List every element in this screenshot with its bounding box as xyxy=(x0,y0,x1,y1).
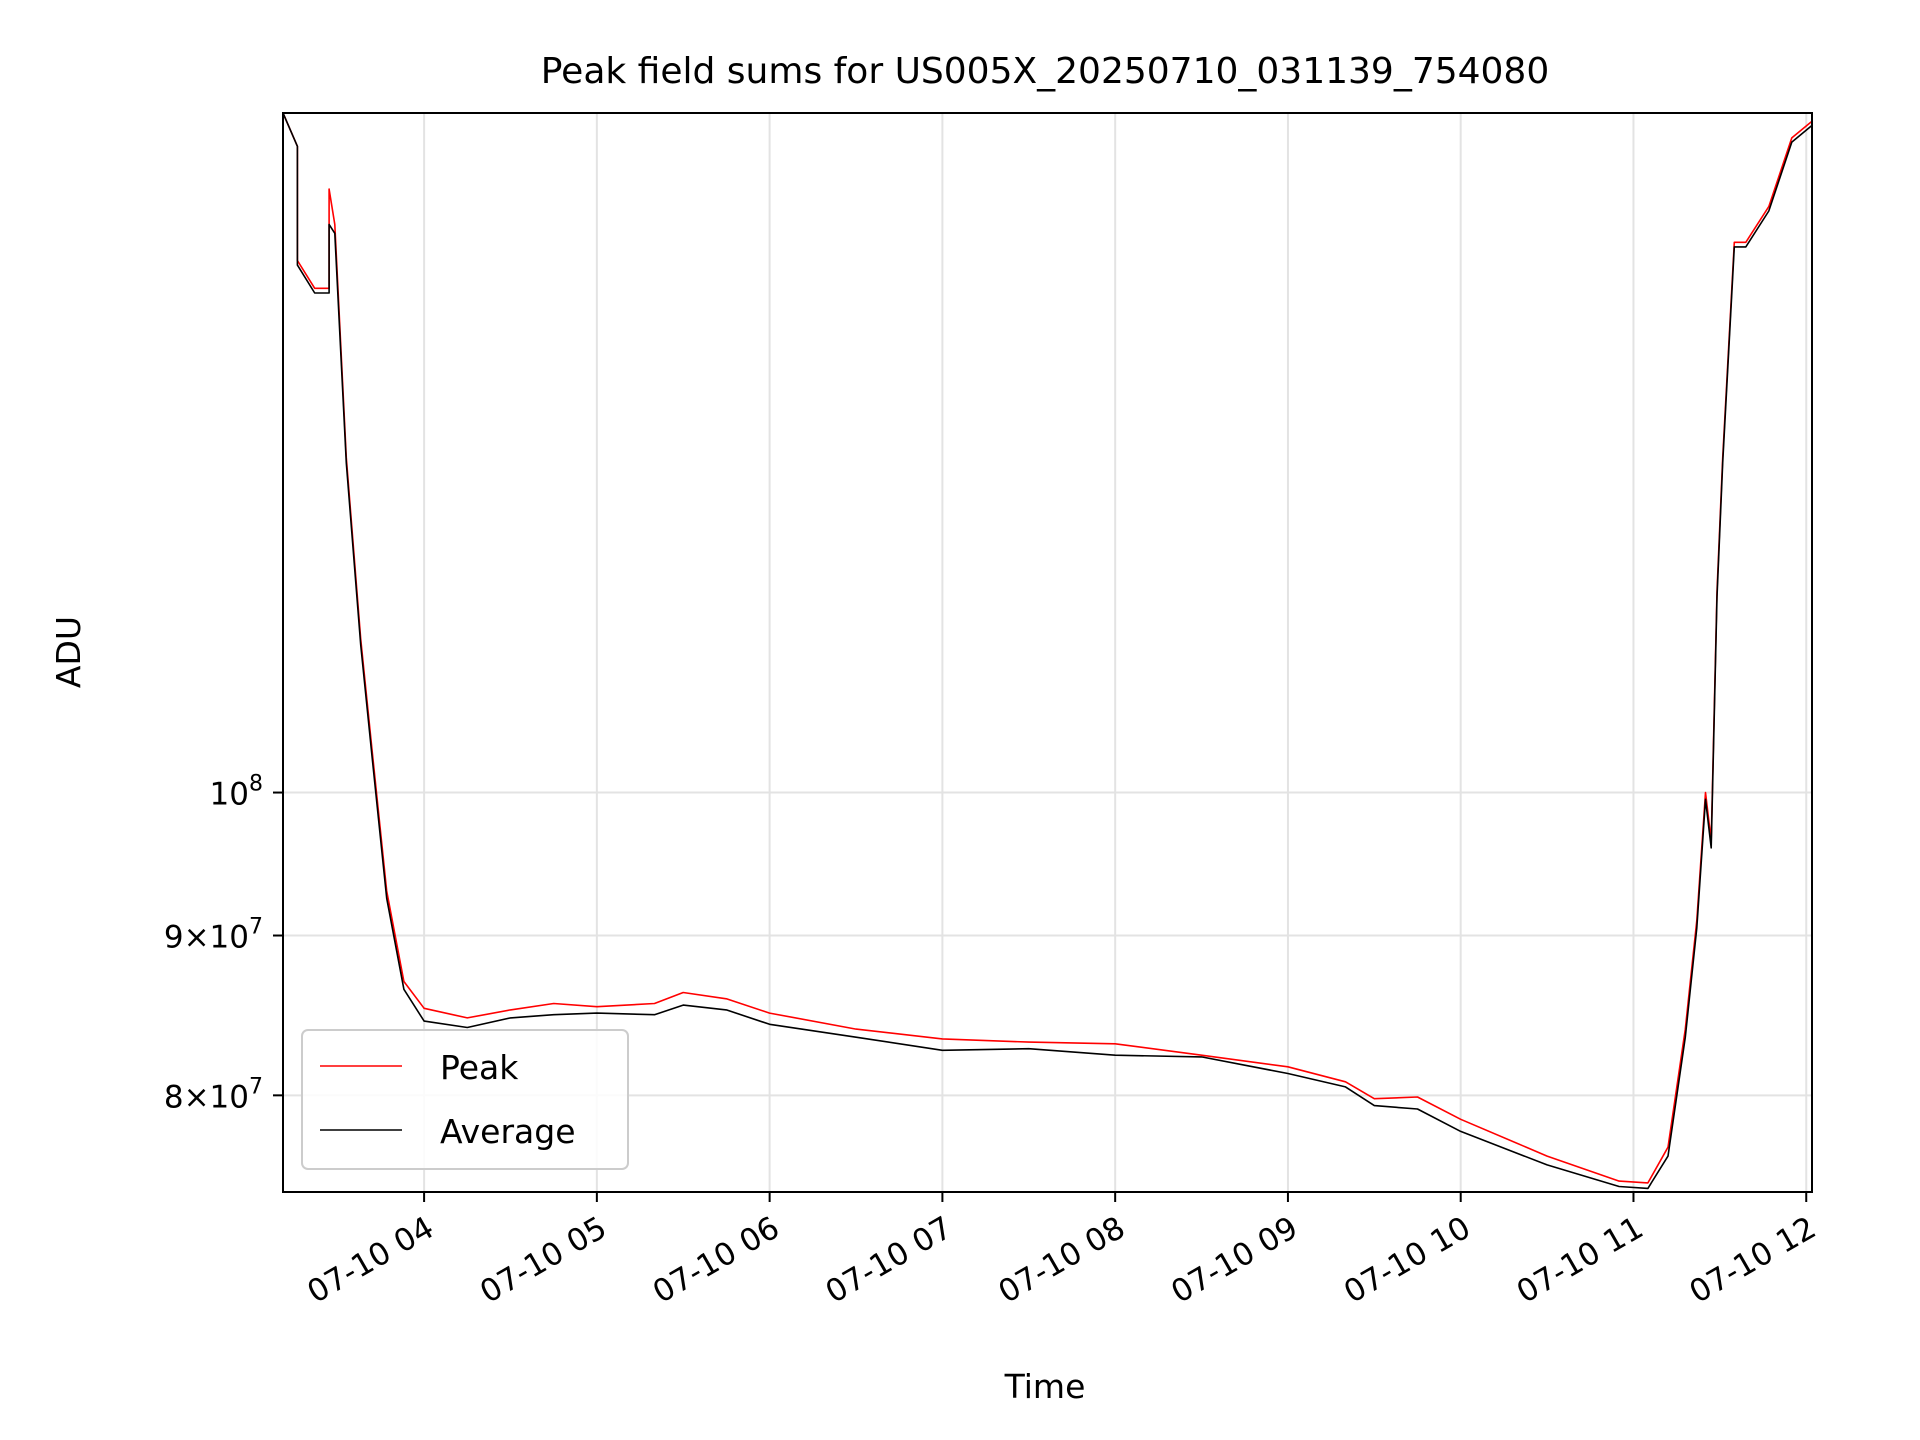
grid xyxy=(283,113,1812,1192)
y-axis-label: ADU xyxy=(49,616,88,688)
series-line-average xyxy=(282,112,1813,1190)
legend-box xyxy=(301,1029,629,1170)
legend: Peak Average xyxy=(301,1029,629,1170)
x-axis-label: Time xyxy=(1004,1367,1086,1406)
plot-series xyxy=(282,112,1813,1190)
y-tick-label: 9×107 xyxy=(164,915,263,956)
legend-label-average: Average xyxy=(440,1112,576,1151)
legend-label-peak: Peak xyxy=(440,1048,519,1087)
y-tick-label: 108 xyxy=(210,772,263,813)
y-tick-label: 8×107 xyxy=(164,1074,263,1115)
chart-title: Peak field sums for US005X_20250710_0311… xyxy=(541,51,1550,92)
plot-frame xyxy=(282,112,1813,1193)
y-axis: 108 9×107 8×107 xyxy=(164,772,283,1115)
